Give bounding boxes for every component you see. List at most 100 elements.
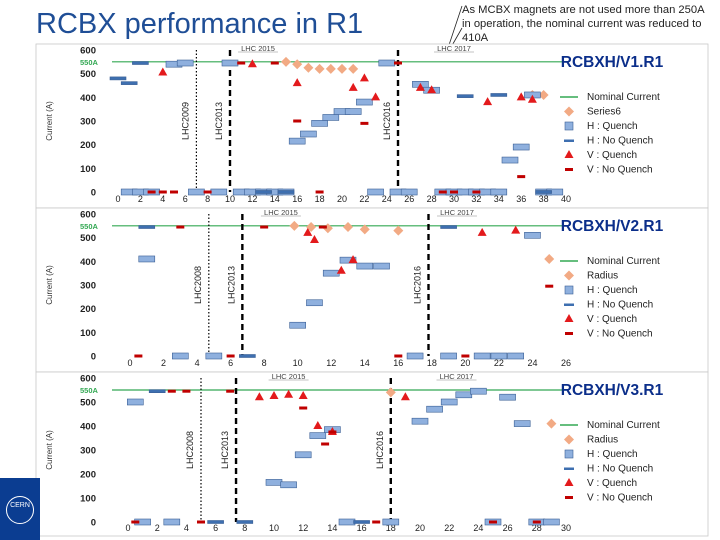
y-tick-label: 600: [80, 374, 96, 385]
marker-v-quench: [511, 225, 521, 234]
annotation-note: As MCBX magnets are not used more than 2…: [462, 4, 704, 44]
panel-frame: [35, 371, 709, 537]
legend-label: H : No Quench: [587, 300, 653, 311]
marker-v-no-quench: [532, 520, 541, 524]
x-tick-label: 20: [337, 194, 347, 204]
x-tick-label: 0: [127, 358, 132, 368]
marker-h-quench: [513, 420, 531, 427]
marker-h-quench: [288, 137, 306, 145]
legend-symbol: [564, 314, 574, 322]
marker-v-no-quench: [158, 190, 167, 194]
legend-label: Series6: [587, 107, 621, 118]
x-tick-label: 16: [393, 358, 403, 368]
marker-h-quench: [400, 188, 418, 196]
marker-h-quench: [265, 479, 283, 486]
x-tick-label: 10: [269, 523, 279, 533]
panel-frame: [35, 207, 709, 373]
marker-v-no-quench: [318, 225, 327, 229]
y-axis-label: Current (A): [45, 265, 54, 305]
marker-v-quench: [247, 59, 257, 68]
x-tick-label: 18: [315, 194, 325, 204]
marker-v-no-quench: [167, 389, 176, 393]
legend-symbol: [565, 496, 573, 499]
marker-v-no-quench: [438, 190, 447, 194]
x-tick-label: 0: [125, 523, 130, 533]
x-tick-label: 36: [516, 194, 526, 204]
x-tick-label: 16: [357, 523, 367, 533]
run-boundary-label: LHC2008: [185, 431, 195, 469]
x-tick-label: 30: [561, 523, 571, 533]
x-tick-label: 26: [503, 523, 513, 533]
marker-h-quench: [309, 432, 327, 439]
marker-v-no-quench: [176, 225, 185, 229]
run-boundary-label: LHC2013: [214, 102, 224, 140]
marker-v-quench: [415, 82, 425, 91]
campaign-label: LHC 2015: [272, 372, 306, 381]
marker-v-no-quench: [472, 190, 481, 194]
y-tick-label: 500: [80, 69, 96, 80]
x-tick-label: 26: [561, 358, 571, 368]
y-axis-label: Current (A): [45, 101, 54, 141]
run-boundary-label: LHC2016: [382, 102, 392, 140]
campaign-label: LHC 2017: [440, 208, 474, 217]
x-tick-label: 4: [195, 358, 200, 368]
marker-v-quench: [336, 265, 346, 274]
marker-v-no-quench: [270, 61, 279, 65]
marker-v-no-quench: [182, 389, 191, 393]
marker-series6: [325, 63, 336, 74]
chart-title: RCBXH/V2.R1: [561, 218, 664, 235]
marker-h-quench: [280, 481, 297, 489]
marker-h-no-quench: [239, 354, 256, 358]
marker-v-no-quench: [170, 190, 178, 194]
marker-v-quench: [427, 85, 437, 94]
nominal-current-label: 550A: [80, 222, 99, 231]
x-tick-label: 8: [205, 194, 210, 204]
x-tick-label: 6: [183, 194, 188, 204]
legend-label: H : No Quench: [587, 464, 653, 475]
legend-symbol: [564, 303, 574, 306]
marker-h-quench: [322, 269, 340, 277]
y-tick-label: 500: [80, 398, 96, 409]
x-tick-label: 2: [155, 523, 160, 533]
marker-h-quench: [127, 398, 144, 406]
cern-logo-text: CERN: [10, 502, 30, 509]
run-boundary-label: LHC2008: [193, 266, 203, 304]
marker-h-quench: [210, 188, 228, 196]
x-tick-label: 4: [184, 523, 189, 533]
marker-h-quench: [543, 518, 560, 526]
x-tick-label: 18: [386, 523, 396, 533]
marker-v-quench: [527, 94, 537, 103]
legend-label: V : No Quench: [587, 493, 653, 504]
marker-h-no-quench: [490, 93, 508, 97]
marker-v-quench: [477, 227, 487, 236]
marker-v-no-quench: [131, 520, 140, 524]
x-tick-label: 10: [225, 194, 235, 204]
y-tick-label: 100: [80, 328, 96, 339]
marker-h-no-quench: [120, 81, 138, 85]
marker-v-no-quench: [394, 354, 403, 358]
marker-h-quench: [406, 352, 424, 360]
campaign-label: LHC 2015: [241, 44, 275, 53]
marker-v-quench: [483, 97, 493, 106]
marker-h-quench: [338, 518, 356, 526]
marker-v-no-quench: [489, 520, 497, 524]
marker-h-no-quench: [456, 94, 474, 98]
marker-series6: [314, 63, 325, 74]
legend-symbol: [564, 150, 574, 158]
legend-label: V : No Quench: [587, 165, 653, 176]
marker-v-quench: [303, 227, 313, 236]
marker-v-quench: [313, 421, 323, 429]
marker-v-quench: [254, 392, 264, 401]
marker-h-quench: [490, 352, 508, 360]
y-tick-label: 500: [80, 233, 96, 244]
legend-label: Radius: [587, 271, 618, 282]
x-tick-label: 22: [494, 358, 504, 368]
x-tick-label: 38: [539, 194, 549, 204]
y-tick-label: 300: [80, 446, 96, 457]
legend-symbol: [564, 434, 574, 445]
marker-v-quench: [371, 92, 381, 101]
legend-label: Radius: [587, 435, 618, 446]
marker-h-quench: [440, 398, 458, 406]
marker-h-no-quench: [207, 520, 224, 524]
marker-v-quench: [348, 82, 358, 91]
